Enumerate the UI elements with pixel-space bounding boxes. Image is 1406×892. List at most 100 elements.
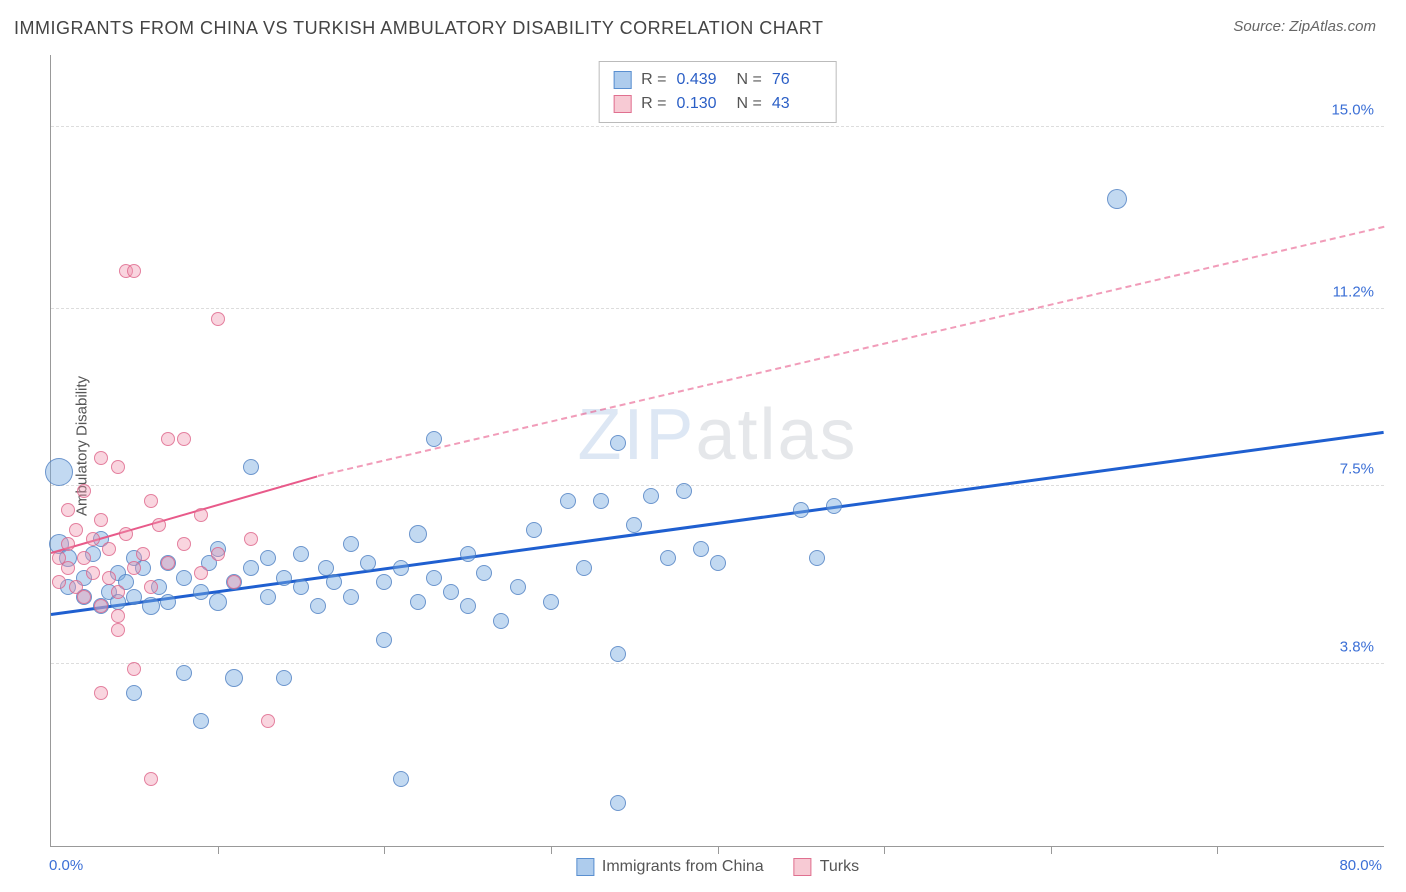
r-value: 0.130 [677,92,727,116]
data-point [194,566,208,580]
data-point [610,435,626,451]
gridline [51,485,1384,486]
data-point [526,522,542,538]
data-point [94,686,108,700]
data-point [142,597,160,615]
data-point [376,632,392,648]
legend-swatch [794,858,812,876]
data-point [1107,189,1127,209]
data-point [593,493,609,509]
data-point [111,609,125,623]
data-point [160,594,176,610]
data-point [69,523,83,537]
legend-swatch [613,71,631,89]
data-point [126,685,142,701]
x-axis-min-label: 0.0% [49,857,83,874]
r-value: 0.439 [677,68,727,92]
data-point [161,556,175,570]
data-point [77,484,91,498]
data-point [260,550,276,566]
data-point [127,264,141,278]
data-point [193,584,209,600]
data-point [111,623,125,637]
data-point [610,795,626,811]
scatter-chart: ZIPatlas R =0.439N =76R =0.130N =43 Immi… [50,55,1384,847]
data-point [193,713,209,729]
data-point [809,550,825,566]
data-point [793,502,809,518]
gridline [51,126,1384,127]
data-point [660,550,676,566]
series-legend: Immigrants from China Turks [576,858,859,876]
source-attribution: Source: ZipAtlas.com [1233,18,1376,35]
y-tick-label: 7.5% [1340,461,1374,478]
data-point [476,565,492,581]
data-point [77,590,91,604]
data-point [510,579,526,595]
data-point [260,589,276,605]
data-point [443,584,459,600]
data-point [626,517,642,533]
n-value: 76 [772,68,822,92]
data-point [293,579,309,595]
data-point [643,488,659,504]
data-point [460,598,476,614]
data-point [276,670,292,686]
data-point [693,541,709,557]
data-point [119,527,133,541]
n-label: N = [737,68,762,92]
x-tick [551,846,552,854]
data-point [194,508,208,522]
data-point [111,460,125,474]
y-tick-label: 3.8% [1340,638,1374,655]
data-point [77,551,91,565]
data-point [376,574,392,590]
data-point [326,574,342,590]
data-point [261,714,275,728]
gridline [51,308,1384,309]
data-point [94,513,108,527]
x-tick [218,846,219,854]
data-point [94,451,108,465]
data-point [293,546,309,562]
data-point [244,532,258,546]
data-point [393,771,409,787]
r-label: R = [641,92,666,116]
legend-swatch [576,858,594,876]
legend-label: Turks [820,858,859,876]
legend-label: Immigrants from China [602,858,764,876]
data-point [127,561,141,575]
data-point [410,594,426,610]
data-point [61,503,75,517]
data-point [426,570,442,586]
data-point [710,555,726,571]
data-point [144,494,158,508]
data-point [826,498,842,514]
data-point [94,599,108,613]
x-axis-max-label: 80.0% [1339,857,1382,874]
data-point [136,547,150,561]
data-point [52,575,66,589]
x-tick [718,846,719,854]
data-point [343,589,359,605]
x-tick [384,846,385,854]
data-point [493,613,509,629]
x-tick [1051,846,1052,854]
data-point [243,560,259,576]
data-point [111,585,125,599]
data-point [310,598,326,614]
data-point [676,483,692,499]
data-point [360,555,376,571]
data-point [177,537,191,551]
data-point [560,493,576,509]
data-point [610,646,626,662]
correlation-legend: R =0.439N =76R =0.130N =43 [598,61,837,123]
data-point [409,525,427,543]
data-point [211,547,225,561]
y-tick-label: 15.0% [1331,101,1374,118]
data-point [393,560,409,576]
chart-title: IMMIGRANTS FROM CHINA VS TURKISH AMBULAT… [14,18,823,39]
n-label: N = [737,92,762,116]
data-point [126,589,142,605]
data-point [211,312,225,326]
